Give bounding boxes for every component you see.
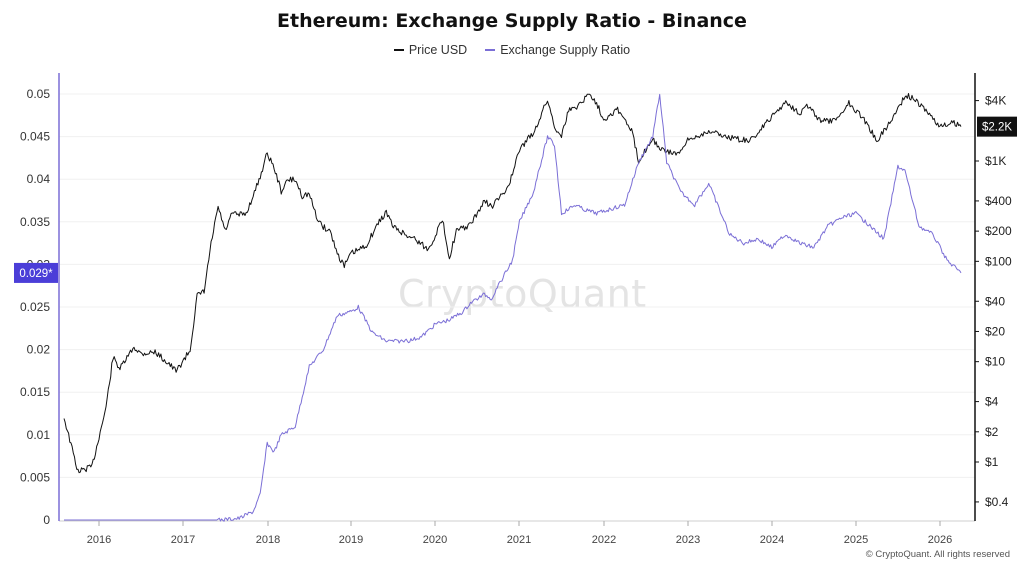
left-tick-label: 0.015	[20, 385, 50, 399]
x-tick-label: 2020	[423, 534, 447, 546]
series-price-usd	[63, 93, 962, 474]
series-exchange-supply-ratio	[64, 93, 962, 522]
left-axis: 00.0050.010.0150.020.0250.030.0350.040.0…	[20, 73, 60, 527]
watermark: CryptoQuant	[398, 272, 647, 316]
x-tick-label: 2018	[256, 534, 280, 546]
legend-item-ratio[interactable]: Exchange Supply Ratio	[485, 43, 630, 57]
series-lines	[63, 93, 962, 522]
right-tick-label: $10	[985, 355, 1005, 369]
left-tick-label: 0.025	[20, 300, 50, 314]
right-tick-label: $1	[985, 455, 999, 469]
right-tick-label: $40	[985, 294, 1005, 308]
left-tick-label: 0.005	[20, 470, 50, 484]
x-tick-label: 2024	[760, 534, 784, 546]
x-tick-label: 2025	[844, 534, 868, 546]
grid	[59, 93, 975, 478]
legend-item-price[interactable]: Price USD	[393, 43, 468, 57]
x-tick-label: 2022	[592, 534, 616, 546]
legend-ratio-label: Exchange Supply Ratio	[500, 43, 631, 57]
right-tick-label: $100	[985, 254, 1012, 268]
left-tick-label: 0.045	[20, 130, 50, 144]
copyright-footer: © CryptoQuant. All rights reserved	[865, 549, 1010, 560]
current-price-badge	[977, 116, 1017, 137]
legend-ratio-swatch	[485, 49, 496, 51]
right-axis: $0.4 $1 $2 $4 $10 $20 $40 $100 $200 $400 $1K $4K	[974, 73, 1012, 521]
right-tick-label: $1K	[985, 154, 1006, 168]
left-tick-label: 0.02	[27, 343, 51, 357]
chart-title: Ethereum: Exchange Supply Ratio - Binanc…	[277, 10, 747, 32]
left-tick-label: 0.01	[27, 428, 51, 442]
current-ratio-badge	[14, 262, 58, 283]
left-tick-label: 0.04	[27, 172, 51, 186]
x-axis: 2016 2017 2018 2019 2020 2021 2022 2023 2024 2025…	[59, 520, 975, 546]
x-tick-label: 2023	[676, 534, 700, 546]
left-tick-label: 0	[43, 513, 50, 527]
right-tick-label: $4	[985, 395, 999, 409]
x-tick-label: 2016	[87, 534, 111, 546]
x-tick-label: 2021	[507, 534, 531, 546]
right-tick-label: $0.4	[985, 495, 1009, 509]
legend: Price USD Exchange Supply Ratio	[0, 43, 1024, 57]
right-tick-label: $200	[985, 224, 1012, 238]
current-ratio-label: 0.029*	[19, 268, 53, 280]
legend-price-label: Price USD	[408, 43, 468, 57]
x-tick-label: 2019	[339, 534, 363, 546]
right-tick-label: $20	[985, 324, 1005, 338]
current-price-label: $2.2K	[982, 122, 1012, 134]
legend-price-swatch	[393, 49, 404, 51]
x-tick-label: 2017	[171, 534, 195, 546]
right-tick-label: $400	[985, 194, 1012, 208]
x-tick-label: 2026	[928, 534, 952, 546]
left-tick-label: 0.035	[20, 215, 50, 229]
right-tick-label: $2	[985, 425, 999, 439]
value-badges: 0.029* $2.2K	[14, 116, 1017, 283]
right-tick-label: $4K	[985, 94, 1006, 108]
left-tick-label: 0.05	[27, 87, 51, 101]
